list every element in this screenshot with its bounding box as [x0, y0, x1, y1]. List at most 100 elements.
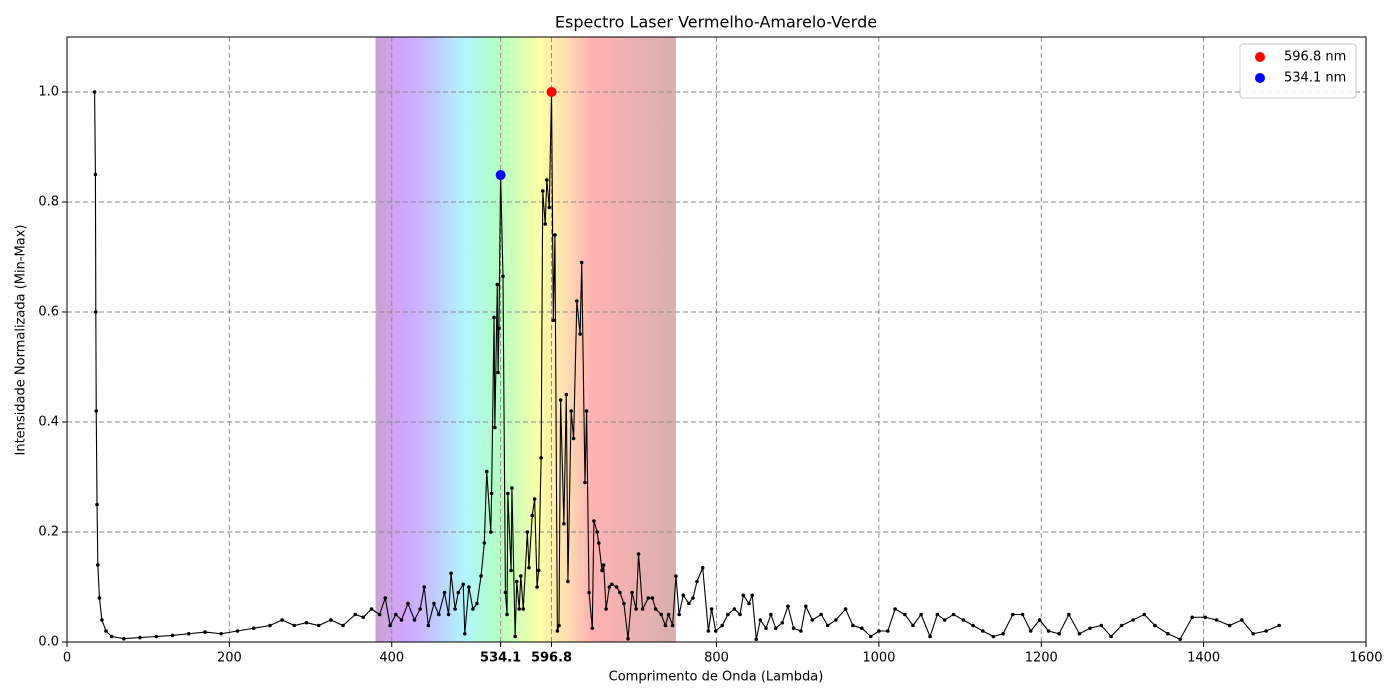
- spectrum-point: [587, 590, 591, 595]
- spectrum-point: [706, 629, 711, 633]
- spectrum-point: [471, 607, 475, 611]
- spectrum-point: [418, 607, 422, 611]
- visible-spectrum-band: [375, 37, 676, 642]
- spectrum-point: [834, 618, 838, 622]
- spectrum-point: [453, 607, 457, 611]
- x-tick-label: 1600: [1349, 651, 1382, 666]
- spectrum-point: [219, 631, 224, 636]
- spectrum-point: [235, 629, 240, 633]
- y-axis-label: Intensidade Normalizada (Min-Max): [14, 225, 29, 456]
- spectrum-point: [383, 596, 388, 600]
- spectrum-point: [596, 541, 601, 545]
- spectrum-point: [747, 601, 751, 606]
- spectrum-point: [942, 618, 947, 622]
- spectrum-point: [521, 607, 526, 611]
- spectrum-point: [489, 491, 494, 496]
- spectrum-point: [687, 601, 691, 606]
- spectrum-point: [791, 626, 796, 631]
- legend-label: 534.1 nm: [1284, 71, 1346, 86]
- spectrum-point: [590, 626, 595, 631]
- spectrum-point: [304, 620, 309, 625]
- spectrum-point: [928, 634, 932, 639]
- y-tick-label: 0.8: [38, 195, 59, 210]
- spectrum-point: [626, 636, 630, 641]
- spectrum-point: [449, 571, 453, 576]
- spectrum-point: [251, 626, 256, 631]
- spectrum-point: [713, 629, 718, 633]
- spectrum-point: [412, 618, 417, 622]
- spectrum-point: [1011, 612, 1015, 617]
- spectrum-point: [653, 607, 658, 611]
- legend-marker: [1255, 52, 1265, 62]
- spectrum-point: [961, 618, 966, 622]
- spectrum-point: [851, 623, 855, 628]
- spectrum-point: [691, 596, 695, 600]
- x-tick-label: 1400: [1187, 651, 1220, 666]
- spectrum-point: [467, 585, 471, 589]
- spectrum-point: [557, 623, 561, 628]
- spectrum-point: [361, 615, 366, 620]
- spectrum-point: [695, 579, 699, 584]
- spectrum-point: [640, 607, 645, 611]
- spectrum-point: [353, 612, 358, 617]
- spectrum-point: [525, 530, 530, 534]
- spectrum-point: [1251, 631, 1255, 636]
- spectrum-point: [461, 582, 465, 587]
- spectrum-point: [558, 398, 563, 402]
- y-tick-label: 1.0: [38, 85, 59, 100]
- spectrum-point: [584, 409, 589, 413]
- spectrum-point: [555, 629, 560, 633]
- spectrum-point: [919, 612, 923, 617]
- spectrum-point: [138, 635, 142, 640]
- spectrum-point: [513, 634, 517, 639]
- spectrum-point: [388, 623, 392, 628]
- spectrum-point: [186, 631, 191, 636]
- spectrum-point: [877, 629, 881, 633]
- spectrum-point: [154, 634, 159, 639]
- x-tick-label: 200: [217, 651, 242, 666]
- x-tick-label: 400: [379, 651, 404, 666]
- spectrum-point: [536, 568, 541, 573]
- legend-box: [1239, 43, 1357, 99]
- spectrum-point: [1277, 623, 1281, 628]
- spectrum-point: [860, 626, 864, 631]
- spectrum-point: [96, 563, 100, 567]
- spectrum-point: [501, 274, 505, 279]
- spectrum-point: [493, 425, 497, 430]
- spectrum-point: [630, 590, 634, 595]
- spectrum-point: [94, 310, 98, 314]
- spectrum-point: [659, 612, 664, 617]
- spectrum-point: [316, 623, 321, 628]
- spectrum-point: [1203, 615, 1208, 620]
- spectrum-point: [539, 455, 543, 460]
- spectrum-point: [1264, 629, 1268, 633]
- spectrum-point: [1077, 631, 1082, 636]
- spectrum-point: [564, 392, 569, 397]
- spectrum-point: [369, 607, 374, 611]
- spectrum-point: [203, 630, 207, 634]
- spectrum-point: [1190, 615, 1195, 620]
- spectrum-point: [562, 521, 566, 526]
- x-tick-label: 534.1: [480, 651, 521, 666]
- spectrum-point: [604, 607, 608, 611]
- spectrum-point: [1131, 618, 1135, 622]
- spectrum-point: [1046, 629, 1051, 633]
- spectrum-point: [614, 585, 619, 589]
- spectrum-point: [377, 612, 382, 617]
- spectrum-point: [799, 629, 803, 633]
- spectrum-point: [764, 626, 768, 631]
- spectrum-point: [97, 596, 102, 600]
- spectrum-point: [893, 607, 897, 611]
- spectrum-point: [1057, 631, 1061, 636]
- spectrum-point: [738, 612, 742, 617]
- spectrum-point: [394, 612, 398, 617]
- spectrum-point: [732, 607, 737, 611]
- spectrum-point: [495, 282, 500, 287]
- spectrum-point: [1166, 631, 1170, 636]
- spectrum-point: [646, 596, 651, 600]
- spectrum-point: [825, 623, 830, 628]
- spectrum-point: [543, 222, 547, 226]
- spectrum-point: [492, 315, 496, 320]
- x-axis-label: Comprimento de Onda (Lambda): [609, 670, 824, 685]
- spectrum-point: [726, 612, 730, 617]
